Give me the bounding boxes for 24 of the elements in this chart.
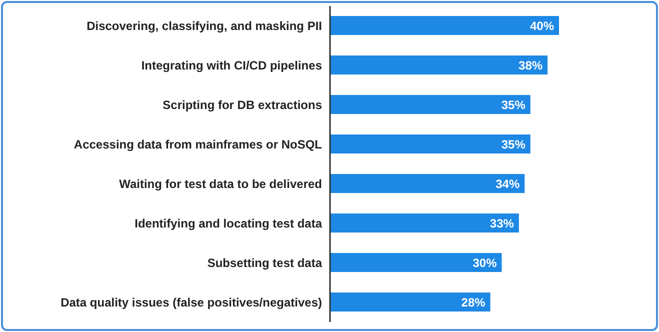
- y-tick-label: Data quality issues (false positives/negatives): [60, 296, 322, 310]
- y-tick-label: Accessing data from mainframes or NoSQL: [74, 138, 322, 152]
- bar: [330, 95, 530, 114]
- y-tick-label: Subsetting test data: [207, 256, 322, 270]
- data-label: 35%: [501, 98, 526, 112]
- data-label: 33%: [490, 216, 514, 230]
- y-tick-label: Discovering, classifying, and masking PII: [86, 19, 322, 34]
- y-tick-label: Waiting for test data to be delivered: [119, 177, 322, 192]
- bar: [330, 174, 525, 193]
- bar: [330, 253, 502, 272]
- y-tick-label: Integrating with CI/CD pipelines: [141, 58, 322, 73]
- y-tick-label: Identifying and locating test data: [134, 216, 322, 231]
- y-tick-label: Scripting for DB extractions: [162, 98, 322, 112]
- data-label: 28%: [461, 295, 486, 310]
- data-label: 34%: [496, 176, 520, 191]
- bar: [330, 16, 559, 35]
- data-label: 30%: [472, 256, 498, 270]
- bar: [330, 56, 548, 74]
- data-label: 40%: [530, 18, 554, 33]
- data-label: 38%: [518, 58, 543, 72]
- data-label: 35%: [501, 137, 526, 152]
- bar: [330, 292, 490, 312]
- bar: [330, 214, 519, 232]
- bar: [330, 134, 530, 154]
